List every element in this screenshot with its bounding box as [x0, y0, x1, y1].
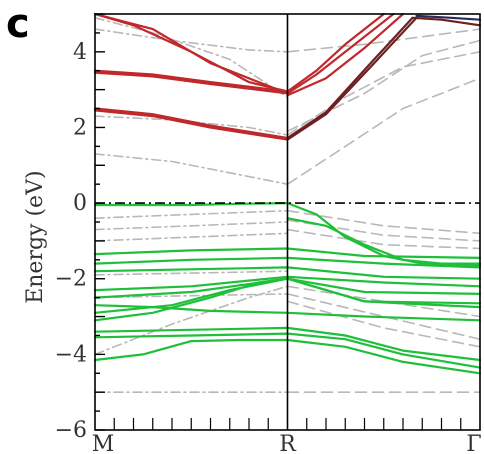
reference-band-line-38 [286, 285, 481, 318]
y-tick-label: −2 [55, 267, 87, 292]
y-tick-label: 0 [73, 191, 87, 216]
axis-ticks [95, 13, 462, 431]
conduction-band-line-10 [286, 16, 418, 141]
x-tick-label: M [92, 432, 115, 454]
valence-band-line-22 [93, 277, 482, 322]
conduction-band-line-12 [415, 14, 482, 21]
panel-label: c [6, 1, 30, 47]
valence-band-line-23 [93, 326, 482, 362]
conduction-band-line-0 [93, 69, 289, 93]
reference-band-line-44 [94, 270, 289, 276]
conduction-band-line-8 [286, 12, 405, 97]
reference-band-line-29 [94, 28, 289, 53]
y-tick-label: 4 [73, 40, 87, 65]
reference-band-line-28 [94, 115, 289, 136]
reference-band-line-27 [94, 153, 289, 185]
reference-band-line-32 [286, 51, 481, 136]
valence-band-line-14 [286, 202, 482, 267]
reference-band-line-42 [94, 221, 289, 231]
reference-band-line-31 [286, 77, 481, 185]
conduction-band-line-3 [93, 109, 289, 141]
y-tick-label: 2 [73, 115, 87, 140]
y-tick-label: −4 [55, 342, 87, 367]
conduction-band-line-6 [286, 12, 385, 93]
reference-band-line-33 [286, 28, 481, 53]
reference-band-line-36 [286, 219, 481, 242]
reference-band-line-41 [94, 209, 289, 219]
valence-band-line-26 [93, 304, 482, 322]
colored-bands [93, 12, 482, 375]
y-tick-labels: 4 2 0 −2 −4 −6 [55, 40, 87, 443]
valence-band-line-25 [93, 338, 482, 375]
x-tick-label: Γ [466, 432, 481, 454]
reference-band-line-30 [94, 17, 289, 98]
valence-band-line-24 [93, 332, 482, 369]
y-tick-label: −6 [55, 418, 87, 443]
reference-band-line-45 [94, 293, 289, 299]
conduction-band-line-11 [411, 16, 482, 27]
reference-band-line-40 [286, 300, 481, 348]
x-tick-label: R [279, 432, 297, 454]
conduction-band-line-1 [93, 71, 289, 95]
reference-band-line-35 [286, 209, 481, 235]
reference-band-line-43 [94, 232, 289, 242]
valence-band-line-15 [286, 217, 482, 265]
conduction-band-line-7 [286, 12, 395, 95]
conduction-band-line-2 [93, 107, 289, 140]
y-axis-label: Energy (eV) [23, 170, 48, 303]
conduction-band-line-5 [93, 12, 289, 95]
conduction-band-line-9 [286, 16, 414, 140]
reference-band-line-37 [286, 228, 481, 250]
